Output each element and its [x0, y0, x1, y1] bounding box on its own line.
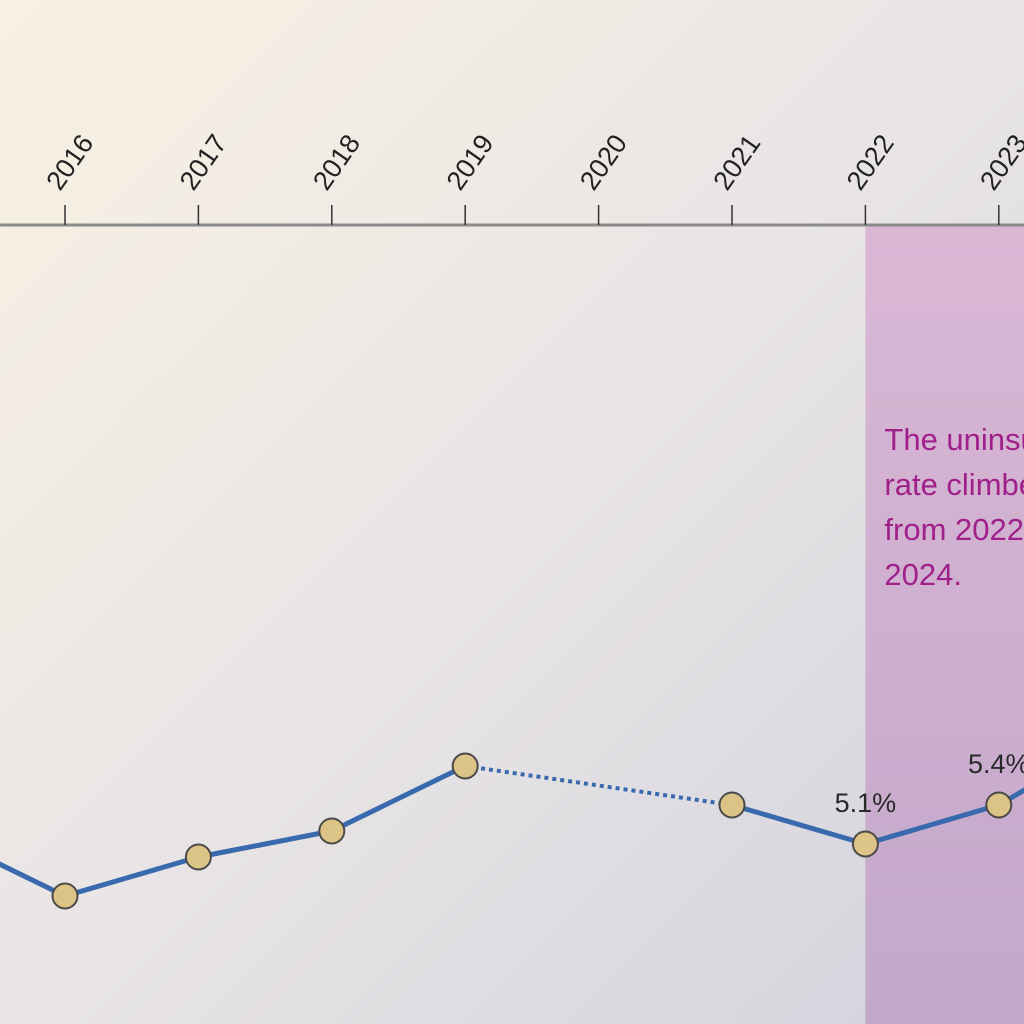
- data-point: [184, 843, 212, 871]
- data-point: [51, 882, 79, 910]
- data-label: 5.4%: [968, 749, 1024, 779]
- data-point: [318, 817, 346, 845]
- data-point: [718, 791, 746, 819]
- series-segment: [197, 828, 333, 860]
- series-lines: [0, 763, 1024, 899]
- series-segment: [864, 802, 1000, 847]
- series-segment: [330, 763, 467, 834]
- series-gap-segment: [464, 764, 733, 807]
- series-segment: [0, 861, 67, 899]
- series-markers: [51, 752, 1013, 910]
- data-point: [985, 791, 1013, 819]
- series-segment: [64, 854, 200, 899]
- data-label: 5.1%: [835, 788, 897, 818]
- annotation-line: rate climbed: [884, 467, 1024, 502]
- highlight-annotation: The uninsured rate climbed from 2022 to …: [884, 422, 1024, 592]
- annotation-line: The uninsured: [884, 422, 1024, 457]
- annotation-line: 2024.: [884, 557, 962, 592]
- annotation-line: from 2022 to: [884, 512, 1024, 547]
- highlight-region: [865, 225, 1024, 1024]
- data-labels: 5.1% 5.4%: [835, 749, 1024, 818]
- series-segment: [997, 787, 1024, 808]
- data-point: [851, 830, 879, 858]
- series-segment: [731, 802, 867, 847]
- data-point: [451, 752, 479, 780]
